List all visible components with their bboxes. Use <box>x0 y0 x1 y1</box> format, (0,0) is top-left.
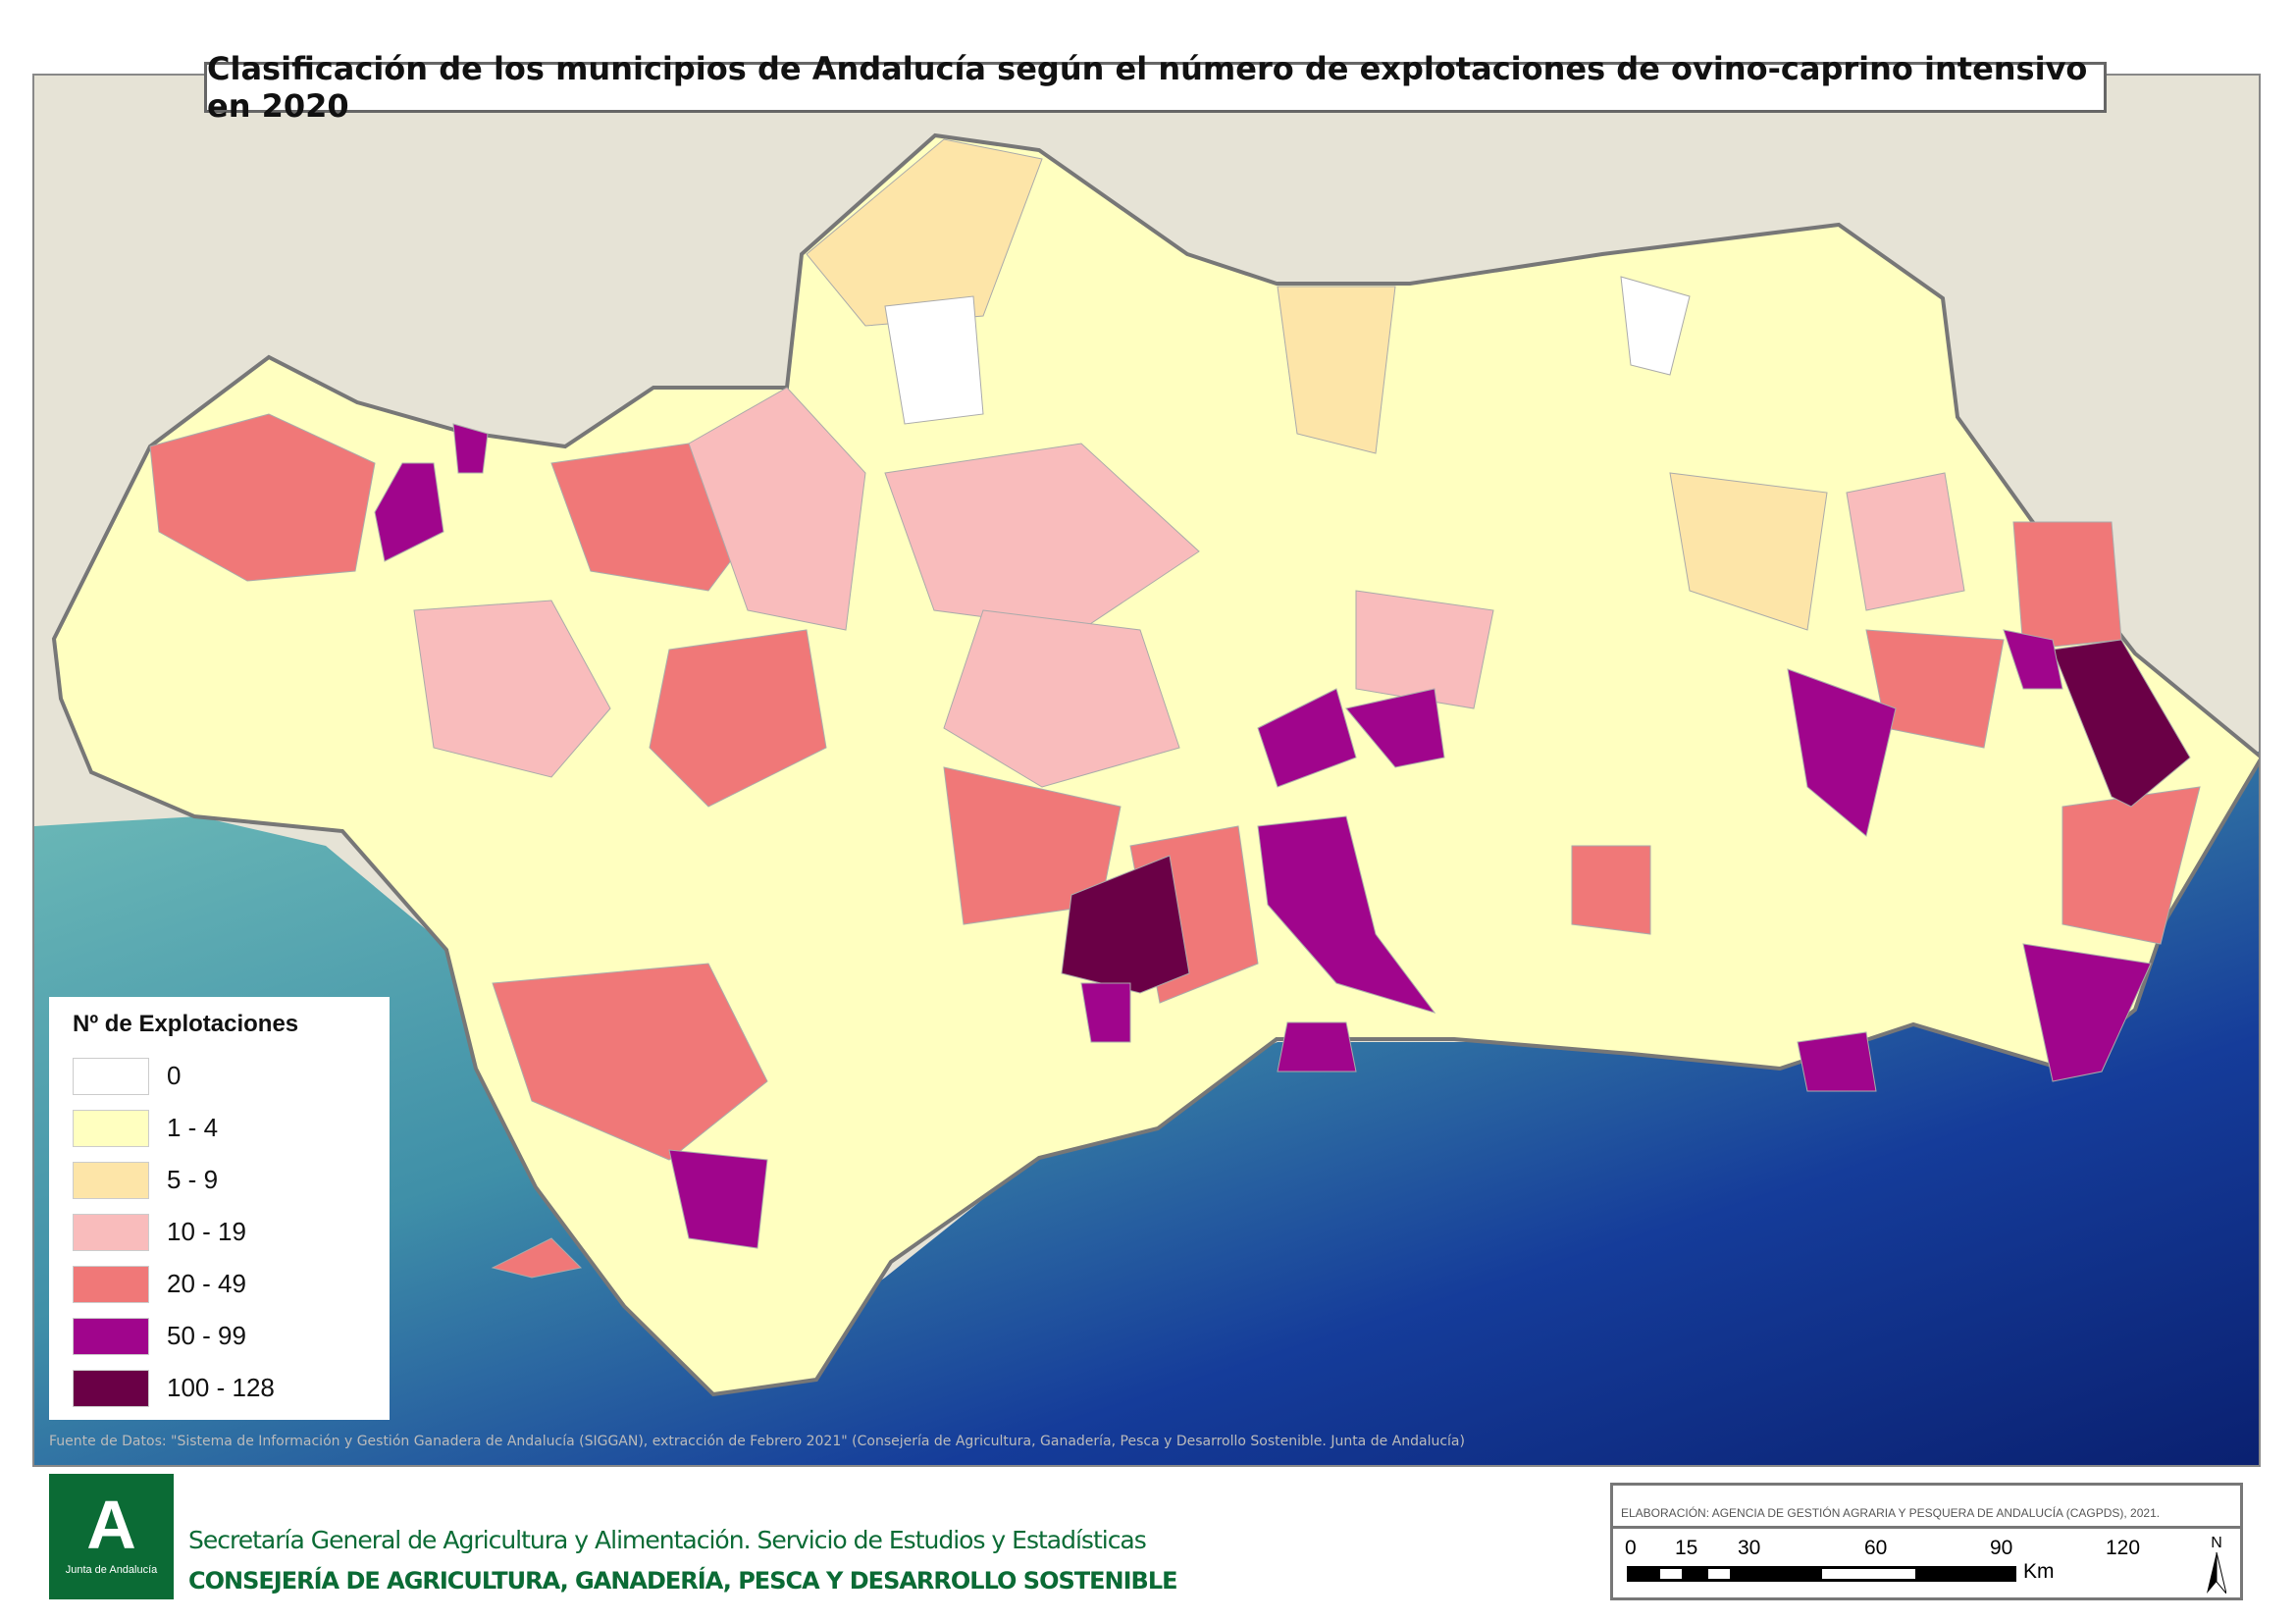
legend: Nº de Explotaciones 0 1 - 4 5 - 9 10 - 1… <box>49 997 390 1420</box>
legend-swatch <box>73 1265 149 1303</box>
legend-label: 50 - 99 <box>167 1321 246 1350</box>
legend-label: 0 <box>167 1061 182 1090</box>
legend-label: 5 - 9 <box>167 1165 219 1194</box>
scale-tick: 15 <box>1675 1537 1698 1559</box>
north-arrow-icon: N <box>2203 1535 2230 1595</box>
scale-tick: 60 <box>1864 1537 1888 1559</box>
andalucia-map <box>34 76 2259 1465</box>
legend-item: 10 - 19 <box>73 1206 366 1258</box>
scale-tick: 0 <box>1625 1537 1637 1559</box>
scale-unit: Km <box>2023 1560 2055 1583</box>
legend-swatch <box>73 1109 149 1147</box>
data-source: Fuente de Datos: "Sistema de Información… <box>49 1434 1465 1449</box>
scale-bar <box>1627 1566 2016 1582</box>
scale-tick: 30 <box>1738 1537 1761 1559</box>
legend-swatch <box>73 1057 149 1095</box>
scale-ticks: 0 15 30 60 90 120 <box>1613 1529 2240 1559</box>
legend-swatch <box>73 1317 149 1355</box>
legend-item: 50 - 99 <box>73 1310 366 1362</box>
map-title: Clasificación de los municipios de Andal… <box>204 50 2107 125</box>
legend-item: 0 <box>73 1050 366 1102</box>
scale-box: ELABORACIÓN: AGENCIA DE GESTIÓN AGRARIA … <box>1610 1483 2243 1600</box>
legend-item: 1 - 4 <box>73 1102 366 1154</box>
legend-item: 100 - 128 <box>73 1362 366 1414</box>
legend-swatch <box>73 1161 149 1199</box>
legend-item: 5 - 9 <box>73 1154 366 1206</box>
map-frame <box>32 74 2261 1467</box>
legend-swatch <box>73 1369 149 1407</box>
north-label: N <box>2211 1535 2222 1551</box>
municipality-patches <box>149 138 2201 1279</box>
organization-name: CONSEJERÍA DE AGRICULTURA, GANADERÍA, PE… <box>188 1567 1178 1595</box>
legend-label: 1 - 4 <box>167 1113 219 1142</box>
logo-letter: A <box>86 1487 136 1563</box>
legend-label: 10 - 19 <box>167 1217 246 1246</box>
junta-logo: A Junta de Andalucía <box>49 1474 174 1599</box>
scale-tick: 90 <box>1990 1537 2013 1559</box>
logo-text: Junta de Andalucía <box>65 1564 158 1576</box>
organization-subtitle: Secretaría General de Agricultura y Alim… <box>188 1526 1147 1554</box>
legend-swatch <box>73 1213 149 1251</box>
legend-label: 100 - 128 <box>167 1373 275 1402</box>
legend-title: Nº de Explotaciones <box>73 1011 299 1037</box>
legend-item: 20 - 49 <box>73 1258 366 1310</box>
elaboration-credit: ELABORACIÓN: AGENCIA DE GESTIÓN AGRARIA … <box>1613 1486 2240 1529</box>
legend-label: 20 - 49 <box>167 1269 246 1298</box>
scale-tick: 120 <box>2106 1537 2141 1559</box>
